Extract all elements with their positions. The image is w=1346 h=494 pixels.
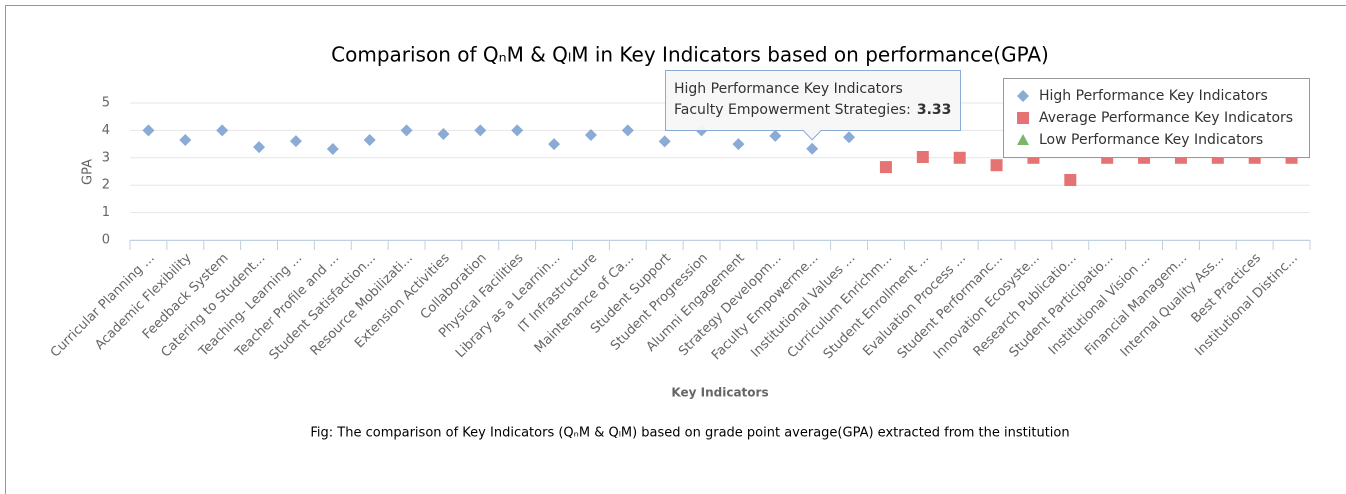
point xyxy=(511,124,524,137)
y-tick-label: 2 xyxy=(102,178,110,193)
tooltip-title: High Performance Key Indicators xyxy=(674,81,903,97)
point xyxy=(806,142,819,155)
point xyxy=(142,124,155,137)
point xyxy=(621,124,634,137)
legend-box xyxy=(1003,78,1310,158)
point xyxy=(732,138,745,151)
point xyxy=(990,159,1003,172)
y-tick-label: 0 xyxy=(102,233,110,248)
legend-marker xyxy=(1017,134,1029,145)
y-tick-label: 1 xyxy=(102,205,110,220)
legend-label: Average Performance Key Indicators xyxy=(1039,110,1293,126)
legend-marker xyxy=(1017,112,1029,124)
point xyxy=(400,124,413,137)
tooltip-text: Faculty Empowerment Strategies: 3.33 xyxy=(674,102,951,118)
point xyxy=(437,127,450,140)
x-axis-label: Key Indicators xyxy=(671,386,768,400)
point xyxy=(1064,173,1077,186)
point xyxy=(769,129,782,142)
tooltip-label: Faculty Empowerment Strategies: xyxy=(674,102,911,118)
y-axis-label: GPA xyxy=(81,159,96,185)
point xyxy=(548,138,561,151)
point xyxy=(216,124,229,137)
tooltip-box xyxy=(665,70,961,141)
tooltip-value: 3.33 xyxy=(917,102,952,118)
point xyxy=(474,124,487,137)
point xyxy=(179,133,192,146)
caption: Fig: The comparison of Key Indicators (Q… xyxy=(310,426,1069,441)
legend-label: Low Performance Key Indicators xyxy=(1039,132,1263,148)
legend-label: High Performance Key Indicators xyxy=(1039,88,1268,104)
y-tick-label: 5 xyxy=(102,96,110,111)
point xyxy=(916,150,929,163)
point xyxy=(658,135,671,148)
point xyxy=(253,141,266,154)
y-tick-label: 4 xyxy=(102,123,110,138)
point xyxy=(843,131,856,144)
chart-title: Comparison of QₙM & QₗM in Key Indicator… xyxy=(331,43,1049,67)
frame xyxy=(5,5,1346,494)
point xyxy=(326,143,339,156)
point xyxy=(953,151,966,164)
point xyxy=(363,133,376,146)
point xyxy=(879,161,892,174)
y-tick-label: 3 xyxy=(102,150,110,165)
point xyxy=(289,135,302,148)
legend-marker xyxy=(1017,90,1029,102)
point xyxy=(584,129,597,142)
